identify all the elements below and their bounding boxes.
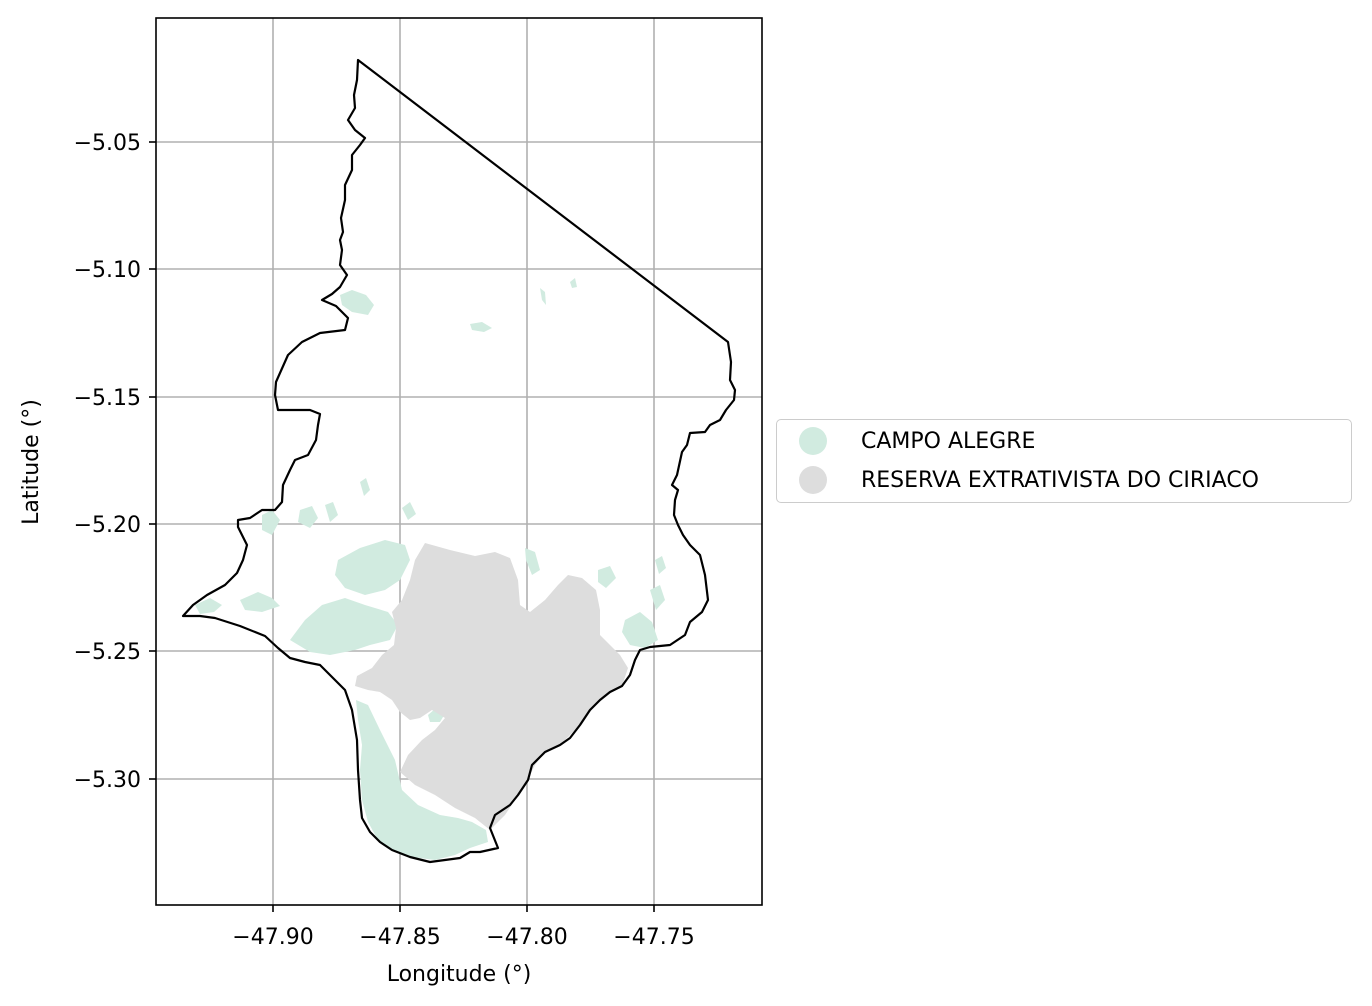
campo-alegre-east-5 <box>655 556 666 574</box>
campo-alegre-east-2 <box>598 566 616 588</box>
campo-alegre-patches <box>195 278 666 860</box>
y-tick-label: −5.20 <box>74 513 141 538</box>
legend-item-campo-alegre: CAMPO ALEGRE <box>777 423 1035 459</box>
legend-label: CAMPO ALEGRE <box>861 428 1036 454</box>
y-tick-label: −5.25 <box>74 640 141 665</box>
legend-swatch-campo-alegre <box>799 427 827 455</box>
tick-marks <box>149 141 655 912</box>
legend: CAMPO ALEGRE RESERVA EXTRATIVISTA DO CIR… <box>776 419 1352 503</box>
y-tick-label: −5.15 <box>74 386 141 411</box>
y-tick-label: −5.10 <box>74 258 141 283</box>
campo-alegre-east-4 <box>650 585 665 610</box>
campo-alegre-south-patch <box>356 700 488 860</box>
x-axis-label: Longitude (°) <box>387 962 532 987</box>
campo-alegre-north-small <box>470 322 492 332</box>
x-tick-label: −47.85 <box>359 925 440 950</box>
campo-alegre-north-patch <box>340 290 374 315</box>
legend-label: RESERVA EXTRATIVISTA DO CIRIACO <box>861 467 1259 493</box>
campo-alegre-west-edge <box>195 598 222 614</box>
axes-frame <box>155 17 763 906</box>
legend-item-reserva-ciriaco: RESERVA EXTRATIVISTA DO CIRIACO <box>777 462 1259 498</box>
campo-alegre-small-2 <box>262 510 280 535</box>
y-tick-label: −5.05 <box>74 131 141 156</box>
reserva-ciriaco-area <box>355 543 628 830</box>
y-tick-label: −5.30 <box>74 768 141 793</box>
municipality-boundary <box>181 58 737 864</box>
campo-alegre-west-patch <box>240 592 280 612</box>
campo-alegre-west-band <box>290 598 398 655</box>
y-axis-label: Latitude (°) <box>19 399 44 525</box>
x-tick-label: −47.80 <box>486 925 567 950</box>
campo-alegre-small-4 <box>360 478 370 496</box>
campo-alegre-small-1 <box>298 506 318 528</box>
x-tick-label: −47.90 <box>232 925 313 950</box>
campo-alegre-speck-1 <box>540 288 546 305</box>
legend-swatch-reserva-ciriaco <box>799 466 827 494</box>
campo-alegre-small-3 <box>325 502 338 522</box>
campo-alegre-small-5 <box>402 502 416 520</box>
campo-alegre-east-1 <box>525 548 540 575</box>
campo-alegre-central-cluster <box>335 540 410 595</box>
campo-alegre-speck-2 <box>570 278 577 288</box>
campo-alegre-east-3 <box>622 612 658 648</box>
x-tick-label: −47.75 <box>613 925 694 950</box>
